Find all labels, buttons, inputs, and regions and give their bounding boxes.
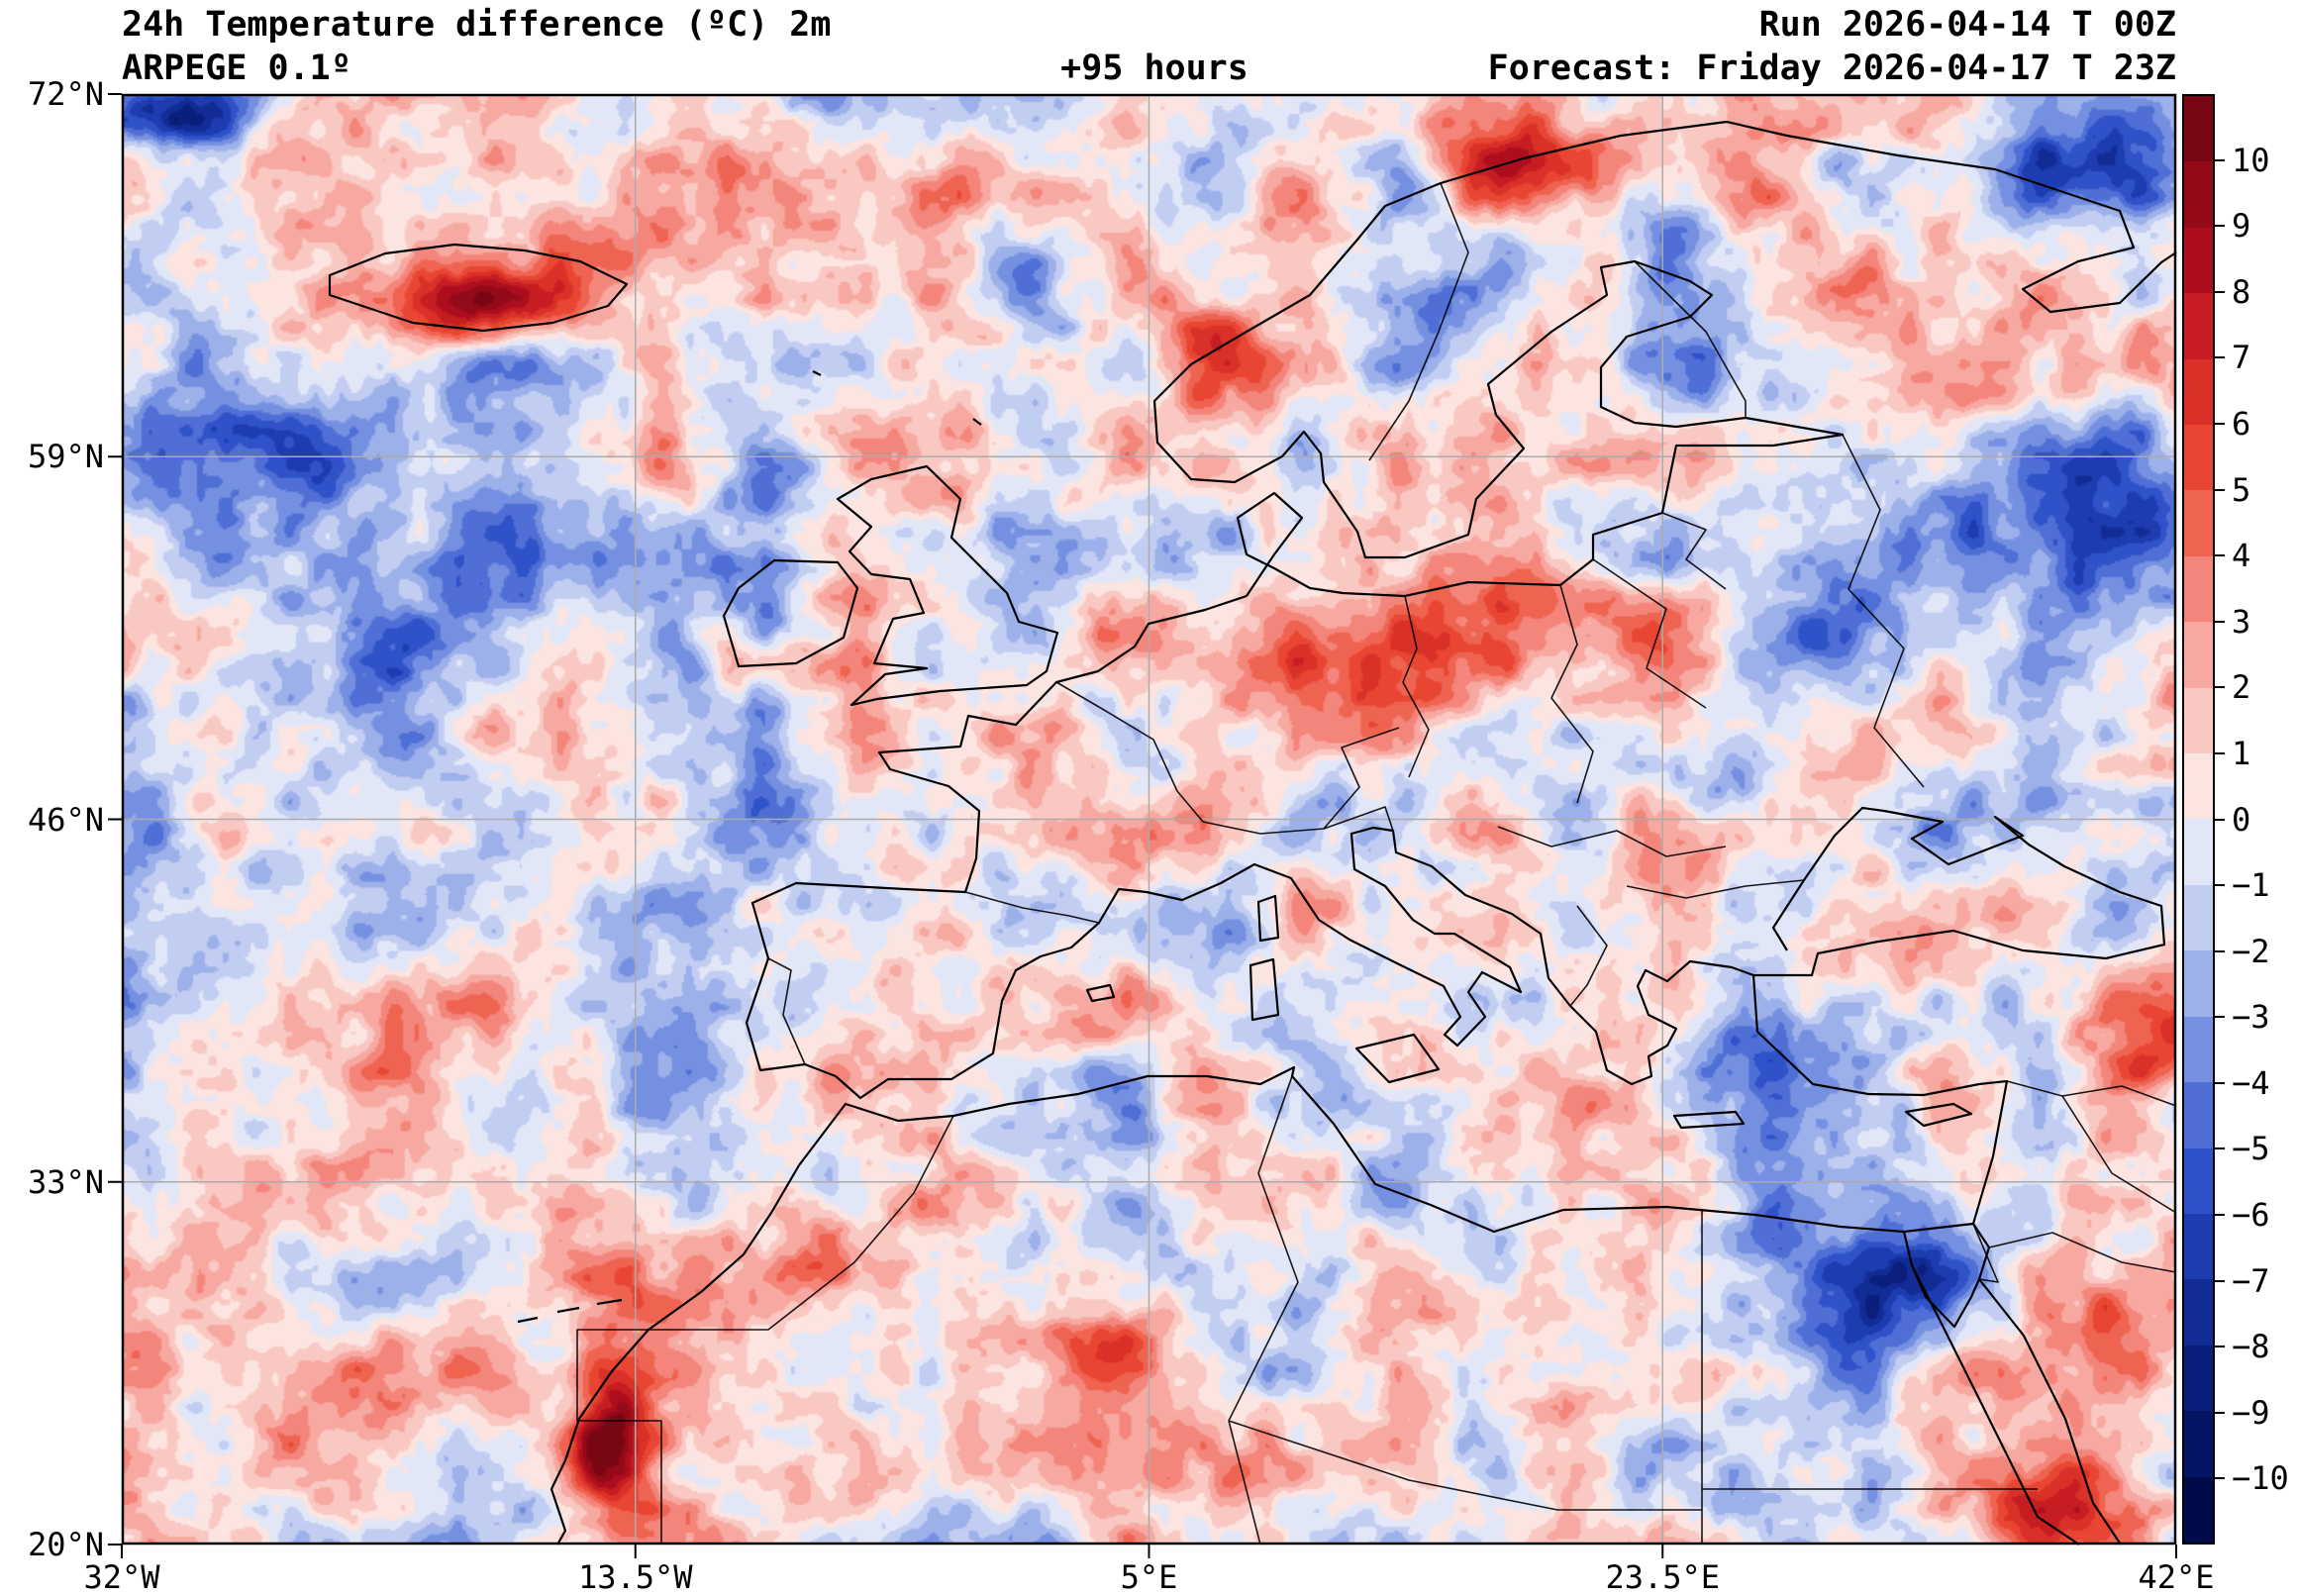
map-title: 24h Temperature difference (ºC) 2m — [122, 5, 832, 45]
colorbar-tick — [2215, 751, 2225, 754]
colorbar-band — [2184, 1279, 2213, 1346]
colorbar-band — [2184, 1016, 2213, 1083]
lon-tick-label: 5°E — [1120, 1558, 1178, 1596]
lon-tick-label: 42°E — [2138, 1558, 2215, 1596]
colorbar-band — [2184, 687, 2213, 754]
colorbar-tick — [2215, 884, 2225, 887]
colorbar-band — [2184, 425, 2213, 491]
colorbar-band — [2184, 1213, 2213, 1280]
lat-tick-label: 20°N — [27, 1526, 104, 1563]
colorbar-tick-label: −4 — [2232, 1063, 2270, 1102]
colorbar-tick — [2215, 1214, 2225, 1217]
colorbar-band — [2184, 622, 2213, 688]
lon-tick-label: 23.5°E — [1605, 1558, 1721, 1596]
colorbar-band — [2184, 1147, 2213, 1214]
colorbar-tick — [2215, 1411, 2225, 1414]
colorbar-tick — [2215, 818, 2225, 821]
colorbar-tick-label: −1 — [2232, 866, 2270, 905]
colorbar-band — [2184, 293, 2213, 359]
colorbar-band — [2184, 161, 2213, 228]
colorbar-band — [2184, 96, 2213, 162]
colorbar-tick-label: 2 — [2232, 668, 2251, 707]
colorbar-tick-label: −5 — [2232, 1130, 2270, 1168]
lat-tick-label: 33°N — [27, 1162, 104, 1201]
run-label: Run 2026-04-14 T 00Z — [1758, 5, 2176, 45]
colorbar-tick-label: 3 — [2232, 602, 2251, 641]
colorbar-band — [2184, 753, 2213, 820]
colorbar-tick — [2215, 1081, 2225, 1084]
colorbar-band — [2184, 1345, 2213, 1412]
colorbar-tick-label: 0 — [2232, 800, 2251, 839]
colorbar-tick-label: 8 — [2232, 272, 2251, 311]
colorbar-tick — [2215, 1147, 2225, 1150]
lon-tick-label: 32°W — [83, 1558, 160, 1596]
colorbar-band — [2184, 884, 2213, 951]
colorbar — [2182, 94, 2215, 1545]
colorbar-tick-label: 1 — [2232, 734, 2251, 772]
forecast-label: Forecast: Friday 2026-04-17 T 23Z — [1487, 49, 2176, 88]
lead-time-label: +95 hours — [1060, 49, 1248, 88]
colorbar-tick — [2215, 1016, 2225, 1019]
colorbar-band — [2184, 358, 2213, 426]
lon-tick-label: 13.5°W — [577, 1558, 693, 1596]
colorbar-band — [2184, 1082, 2213, 1148]
colorbar-tick — [2215, 1477, 2225, 1480]
colorbar-tick-label: −2 — [2232, 932, 2270, 970]
colorbar-tick-label: −7 — [2232, 1261, 2270, 1300]
colorbar-tick — [2215, 949, 2225, 952]
model-label: ARPEGE 0.1º — [122, 49, 351, 88]
colorbar-band — [2184, 1476, 2213, 1543]
map-plot: 72°N 59°N 46°N 33°N 20°N 32°W 13.5°W 5°E 23.5°E… — [28, 75, 2215, 1596]
colorbar-band — [2184, 490, 2213, 556]
colorbar-tick-label: −3 — [2232, 998, 2270, 1037]
lat-tick-label: 72°N — [27, 75, 104, 113]
colorbar-tick — [2215, 554, 2225, 557]
colorbar-tick-label: −9 — [2232, 1393, 2270, 1432]
colorbar-tick — [2215, 422, 2225, 425]
colorbar-tick-label: 5 — [2232, 470, 2251, 509]
colorbar-band — [2184, 950, 2213, 1017]
colorbar-tick-label: −8 — [2232, 1328, 2270, 1366]
colorbar-tick-label: 4 — [2232, 537, 2251, 575]
colorbar-tick — [2215, 356, 2225, 359]
colorbar-tick — [2215, 1346, 2225, 1348]
colorbar-tick-label: 6 — [2232, 404, 2251, 443]
colorbar-tick — [2215, 158, 2225, 161]
lat-tick-label: 59°N — [27, 438, 104, 476]
colorbar-tick — [2215, 290, 2225, 293]
colorbar-tick-label: −10 — [2232, 1459, 2289, 1498]
colorbar-tick — [2215, 225, 2225, 228]
temperature-field-canvas — [122, 94, 2176, 1545]
colorbar-tick — [2215, 1279, 2225, 1282]
colorbar-tick-label: −6 — [2232, 1196, 2270, 1235]
colorbar-tick — [2215, 686, 2225, 689]
lat-tick-label: 46°N — [27, 800, 104, 839]
colorbar-tick-label: 7 — [2232, 339, 2251, 377]
colorbar-tick — [2215, 488, 2225, 491]
colorbar-tick-label: 10 — [2232, 141, 2270, 179]
colorbar-band — [2184, 819, 2213, 885]
colorbar-tick-label: 9 — [2232, 207, 2251, 246]
colorbar-tick — [2215, 620, 2225, 623]
colorbar-band — [2184, 1411, 2213, 1477]
colorbar-band — [2184, 227, 2213, 294]
colorbar-band — [2184, 555, 2213, 623]
